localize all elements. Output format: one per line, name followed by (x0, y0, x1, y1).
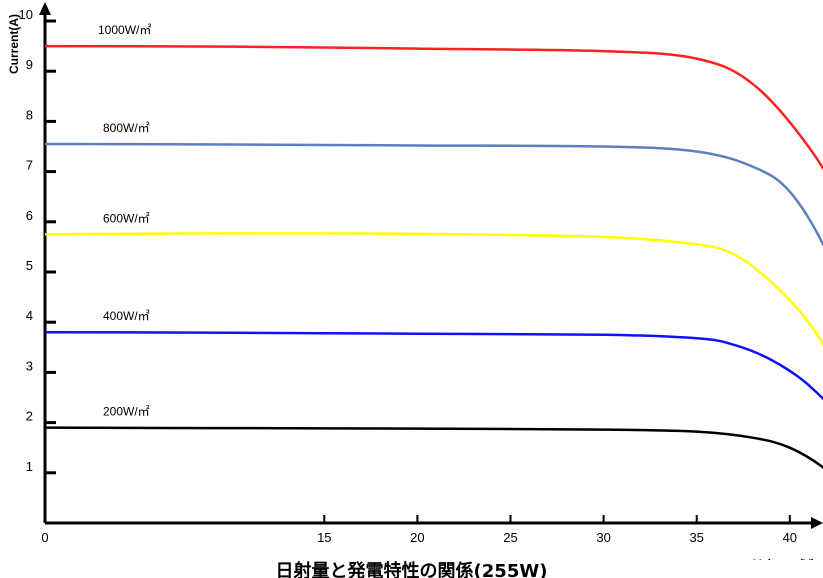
x-tick-label: 30 (596, 530, 610, 545)
y-tick-label: 1 (26, 459, 33, 474)
series-line-4 (44, 426, 823, 469)
y-tick-label: 8 (26, 107, 33, 122)
y-tick-label: 4 (26, 308, 33, 323)
series-line-2 (44, 232, 823, 346)
y-tick-label: 5 (26, 258, 33, 273)
y-tick-label: 10 (19, 7, 33, 22)
iv-curve-chart: 1234567891001520253035404550Current(A)Vo… (7, 2, 823, 560)
x-tick-label: 35 (689, 530, 703, 545)
series-label-4: 200W/㎡ (103, 405, 150, 419)
x-tick-label: 0 (41, 530, 48, 545)
x-axis-title: Voltage (V) (753, 557, 815, 560)
x-tick-label: 25 (503, 530, 517, 545)
series-curves (44, 44, 823, 469)
y-tick-label: 6 (26, 208, 33, 223)
y-axis-title: Current(A) (7, 14, 21, 74)
series-labels: 1000W/㎡ 800W/㎡ 600W/㎡ 400W/㎡ 200W/㎡ (98, 23, 151, 419)
series-line-3 (44, 330, 823, 401)
y-tick-label: 2 (26, 409, 33, 424)
series-line-1 (44, 142, 823, 247)
series-label-0: 1000W/㎡ (98, 23, 151, 37)
axes: 1234567891001520253035404550Current(A)Vo… (7, 2, 823, 560)
chart-caption: 日射量と発電特性の関係(255W) (275, 561, 548, 578)
series-label-2: 600W/㎡ (103, 211, 150, 225)
x-tick-label: 20 (410, 530, 424, 545)
series-line-0 (44, 44, 823, 171)
x-axis-arrow (811, 517, 823, 529)
y-tick-label: 7 (26, 158, 33, 173)
y-tick-label: 9 (26, 57, 33, 72)
series-label-1: 800W/㎡ (103, 121, 150, 135)
series-label-3: 400W/㎡ (103, 309, 150, 323)
y-axis-arrow (39, 2, 51, 15)
x-tick-label: 15 (317, 530, 331, 545)
x-tick-label: 40 (783, 530, 797, 545)
y-tick-label: 3 (26, 358, 33, 373)
